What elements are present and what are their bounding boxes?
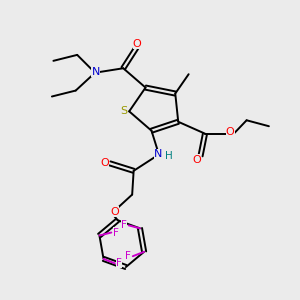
Text: O: O [133, 39, 142, 49]
Text: F: F [125, 251, 131, 261]
Text: N: N [92, 67, 100, 77]
Text: O: O [111, 206, 119, 217]
Text: F: F [116, 258, 122, 268]
Text: O: O [226, 127, 235, 137]
Text: O: O [100, 158, 109, 168]
Text: S: S [120, 106, 128, 116]
Text: F: F [113, 227, 119, 238]
Text: F: F [121, 220, 127, 230]
Text: O: O [193, 154, 201, 164]
Text: N: N [154, 149, 163, 159]
Text: H: H [165, 151, 173, 161]
